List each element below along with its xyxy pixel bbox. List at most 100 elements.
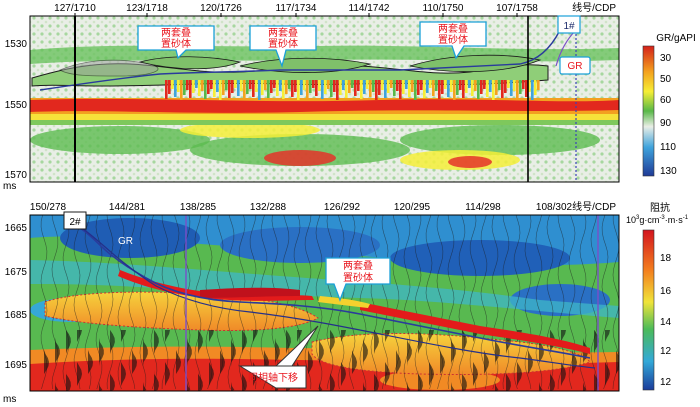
bottom-cdp-tick: 114/298 <box>465 202 501 213</box>
gr-strip-cell <box>480 80 483 94</box>
gr-strip-cell <box>171 80 174 89</box>
top-time-tick: 1530 <box>5 39 28 50</box>
gr-strip-cell <box>402 80 405 94</box>
wiggle-fill <box>495 330 500 391</box>
wiggle-fill <box>396 330 401 391</box>
bottom-cb-tick: 18 <box>660 253 672 264</box>
wiggle-fill <box>451 330 456 391</box>
gr-strip-cell <box>495 80 498 95</box>
gr-strip-cell <box>474 80 477 91</box>
wiggle-fill <box>561 330 566 391</box>
gr-section <box>30 16 619 182</box>
bottom-cdp-tick: 132/288 <box>250 202 287 213</box>
gr-strip-cell <box>447 80 450 97</box>
gr-strip-cell <box>468 80 471 88</box>
gr-strip-cell <box>279 80 282 91</box>
wiggle-fill <box>374 330 379 391</box>
gr-strip-cell <box>399 80 402 99</box>
wiggle-trace <box>447 215 455 390</box>
gr-strip-cell <box>297 80 300 100</box>
gr-strip-cell <box>408 80 411 97</box>
top-cdp-tick: 114/1742 <box>349 3 390 14</box>
gr-strip-cell <box>264 80 267 90</box>
gr-strip-cell <box>441 80 444 94</box>
gr-strip-cell <box>444 80 447 89</box>
gr-strip-cell <box>531 80 534 100</box>
wiggle-trace <box>194 215 202 390</box>
bottom-cdp-tick: 126/292 <box>324 202 361 213</box>
gr-strip-cell <box>285 80 288 94</box>
wiggle-trace <box>128 215 136 390</box>
wiggle-fill <box>429 330 434 391</box>
gr-label-bottom: GR <box>118 236 133 247</box>
gr-strip-cell <box>405 80 408 89</box>
gr-strip-cell <box>354 80 357 96</box>
gr-strip-cell <box>369 80 372 97</box>
top-cdp-axis: 127/1710 123/1718 120/1726 117/1734 114/… <box>54 1 616 17</box>
gr-strip-cell <box>516 80 519 99</box>
bottom-callout-1: 两套叠 置砂体 <box>325 257 391 302</box>
gr-strip-cell <box>177 80 180 92</box>
wiggle-fill <box>231 330 236 391</box>
wiggle-fill <box>176 330 181 391</box>
top-time-axis: 1530 1550 1570 ms <box>3 39 27 192</box>
bottom-colorbar-title: 阻抗 <box>650 201 670 214</box>
wiggle-trace <box>139 215 147 390</box>
callout-text-line1: 两套叠 <box>161 26 191 39</box>
top-colorbar-title: GR/gAPI <box>656 33 695 44</box>
svg-text:2#: 2# <box>69 217 81 228</box>
bottom-cdp-tick: 138/285 <box>180 202 217 213</box>
impedance-section <box>30 215 619 391</box>
wiggle-fill <box>539 330 544 391</box>
gr-strip-cell <box>282 80 285 99</box>
gr-strip-cell <box>243 80 246 99</box>
gr-strip-cell <box>276 80 279 96</box>
gr-strip-cell <box>255 80 258 92</box>
gr-strip-cell <box>201 80 204 91</box>
gr-strip-cell <box>240 80 243 91</box>
gr-strip-cell <box>366 80 369 89</box>
gr-strip-cell <box>471 80 474 96</box>
gr-strip-cell <box>180 80 183 100</box>
gr-strip-cell <box>423 80 426 98</box>
wiggle-trace <box>106 215 114 390</box>
wiggle-fill <box>506 330 511 391</box>
gr-curve-bottom <box>79 227 591 359</box>
wiggle-fill <box>242 330 247 391</box>
gr-strip-cell <box>189 80 192 98</box>
wiggle-trace <box>425 215 433 390</box>
wiggle-fill <box>319 330 324 391</box>
gr-strip-cell <box>174 80 177 97</box>
gr-strip-cell <box>324 80 327 94</box>
gr-strip-cell <box>492 80 495 100</box>
wiggle-trace <box>161 215 169 390</box>
wiggle-trace <box>480 215 488 390</box>
wiggle-trace <box>315 215 323 390</box>
wiggle-fill <box>440 330 445 391</box>
gr-strip-cell <box>207 80 210 94</box>
top-cb-tick: 50 <box>660 74 672 85</box>
top-callout-3: 两套叠 置砂体 <box>419 21 487 60</box>
bottom-time-tick: 1675 <box>5 267 28 278</box>
wiggle-fill <box>572 330 577 391</box>
gr-strip-cell <box>477 80 480 99</box>
wiggle-trace <box>535 215 543 390</box>
wiggle-trace <box>557 215 565 390</box>
gr-strip-cell <box>522 80 525 89</box>
svg-text:两套叠: 两套叠 <box>268 26 298 39</box>
gr-strip-cell <box>537 80 540 90</box>
top-colorbar: GR/gAPI 30 50 60 90 110 130 <box>642 33 696 177</box>
wiggle-fill <box>77 330 82 391</box>
gr-strip-cell <box>438 80 441 99</box>
gr-strip-cell <box>387 80 390 93</box>
gr-strip-cell <box>510 80 513 96</box>
gr-strip-cell <box>345 80 348 98</box>
bottom-colorbar-unit: 103g·cm-3·m·s-1 <box>626 215 689 225</box>
gr-strip-cell <box>228 80 231 98</box>
gr-strip-cell <box>270 80 273 93</box>
bottom-cb-tick: 12 <box>660 377 672 388</box>
svg-text:置砂体: 置砂体 <box>343 271 373 284</box>
gr-strip <box>165 80 540 100</box>
wiggle-fill <box>484 330 489 391</box>
wiggle-fill <box>110 330 115 391</box>
